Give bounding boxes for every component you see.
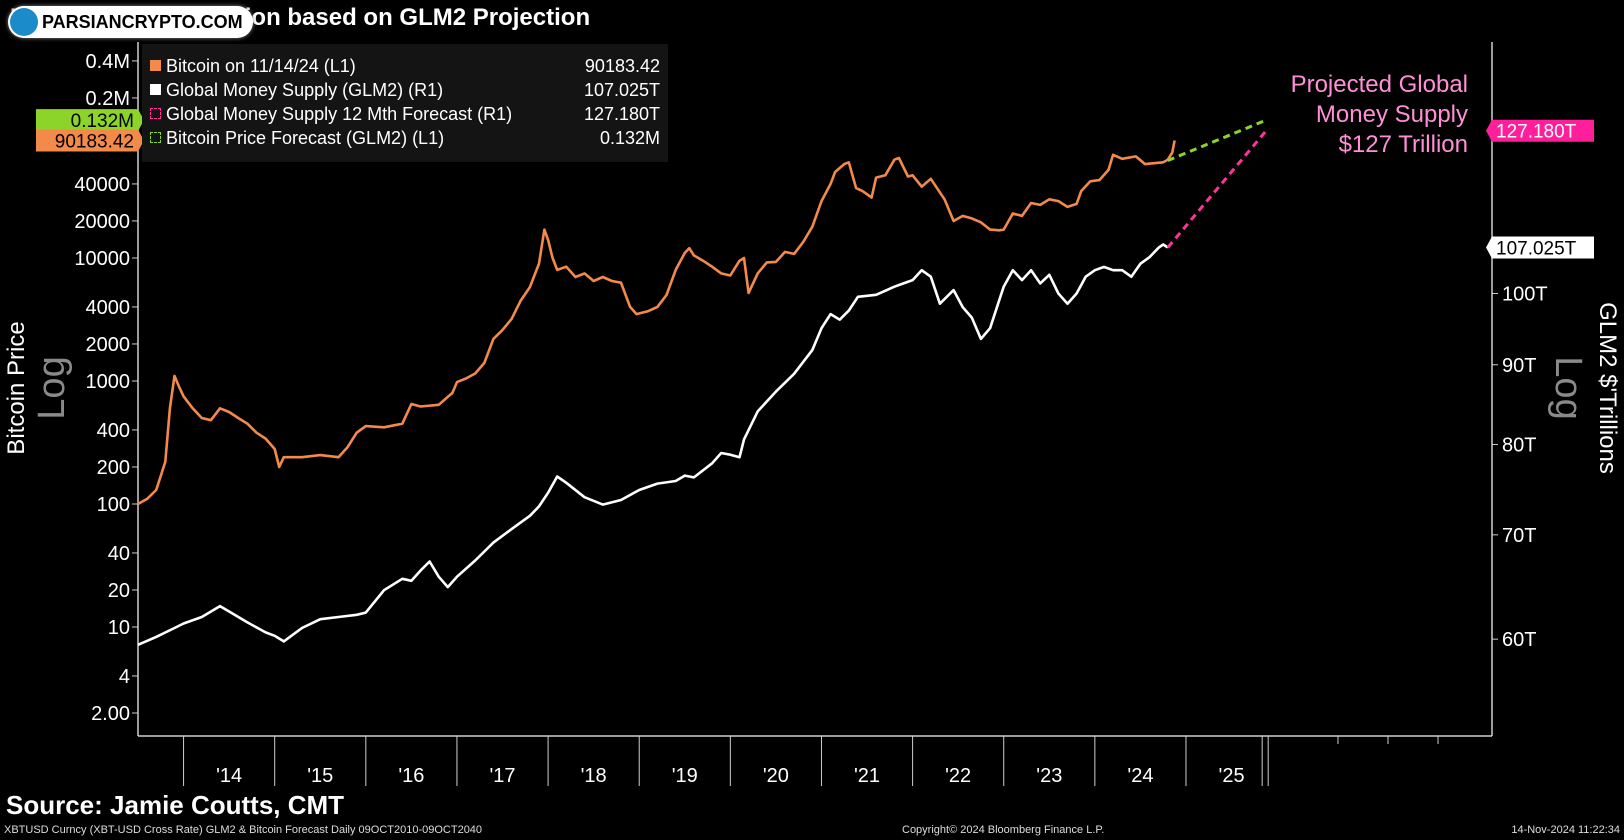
projection-annotation: Projected Global Money Supply $127 Trill… — [1291, 70, 1468, 160]
y-right-axis-title: GLM2 $'Trillions — [1594, 302, 1621, 474]
value-tag-label: 107.025T — [1496, 239, 1577, 260]
footer-timestamp: 14-Nov-2024 11:22:34 — [1511, 824, 1620, 836]
value-tag-bg — [1486, 119, 1594, 142]
y-left-scale-label: Log — [31, 356, 73, 419]
y-left-tick-label: 10000 — [74, 248, 130, 270]
logo-icon — [10, 8, 38, 36]
annotation-line: $127 Trillion — [1338, 131, 1468, 158]
legend-swatch-icon — [150, 60, 161, 71]
x-tick-label: '22 — [945, 765, 971, 787]
legend-label: Bitcoin on 11/14/24 (L1) — [166, 56, 356, 76]
y-right-tick-label: 60T — [1502, 629, 1536, 651]
legend: Bitcoin on 11/14/24 (L1) 90183.42 Global… — [142, 44, 668, 162]
value-tag-label: 90183.42 — [55, 131, 134, 152]
x-tick-label: '21 — [854, 765, 880, 787]
y-right-tick-label: 70T — [1502, 525, 1536, 547]
y-right-tick-label: 80T — [1502, 434, 1536, 456]
x-tick-label: '17 — [489, 765, 515, 787]
legend-swatch-icon — [150, 132, 161, 143]
glm2-forecast-line — [1166, 129, 1268, 249]
footer-copyright: Copyright© 2024 Bloomberg Finance L.P. — [902, 824, 1105, 836]
legend-value: 127.180T — [583, 104, 660, 124]
y-left-tick-label: 20000 — [74, 211, 130, 233]
value-tag: 107.025T — [1486, 236, 1594, 260]
y-left-tick-label: 2.00 — [91, 703, 130, 725]
value-tag-label: 127.180T — [1496, 122, 1577, 143]
x-tick-label: '16 — [398, 765, 424, 787]
x-tick-label: '19 — [672, 765, 698, 787]
y-left-tick-label: 0.4M — [86, 51, 130, 73]
axis-layer: '14 '15 '16 '17 '18 '19 '20 '21 '22 '23 '24 '25 2.00… — [3, 51, 1621, 787]
x-tick-label: '15 — [307, 765, 333, 787]
x-tick-label: '18 — [581, 765, 607, 787]
legend-value: 107.025T — [583, 80, 660, 100]
value-tag-bg — [36, 129, 144, 152]
footer-ticker: XBTUSD Curncy (XBT-USD Cross Rate) GLM2 … — [4, 824, 483, 836]
y-left-tick-label: 20 — [108, 580, 130, 602]
legend-swatch-icon — [150, 84, 161, 95]
x-tick-label: '14 — [216, 765, 242, 787]
plot-frame — [137, 42, 1493, 737]
x-tick-label: '25 — [1219, 765, 1245, 787]
legend-label: Global Money Supply (GLM2) (R1) — [166, 80, 444, 100]
y-right-tick-label: 100T — [1502, 283, 1548, 305]
source-credit: Source: Jamie Coutts, CMT — [6, 790, 345, 820]
legend-label: Bitcoin Price Forecast (GLM2) (L1) — [166, 128, 445, 148]
y-left-tick-label: 1000 — [86, 371, 131, 393]
watermark-text: PARSIANCRYPTO.COM — [42, 12, 243, 32]
glm2-line — [137, 243, 1169, 646]
y-right-tick-label: 90T — [1502, 355, 1536, 377]
value-tag-bg — [1486, 236, 1594, 259]
y-left-tick-label: 2000 — [86, 334, 131, 356]
y-left-tick-label: 200 — [97, 457, 130, 479]
x-tick-label: '23 — [1036, 765, 1062, 787]
bitcoin-line — [137, 140, 1176, 506]
legend-item-btc-forecast: Bitcoin Price Forecast (GLM2) (L1) 0.132… — [150, 128, 660, 152]
legend-item-bitcoin: Bitcoin on 11/14/24 (L1) 90183.42 — [150, 56, 660, 80]
y-left-tick-label: 100 — [97, 494, 130, 516]
y-left-tick-label: 40000 — [74, 174, 130, 196]
y-left-tick-label: 10 — [108, 617, 130, 639]
y-left-tick-label: 40 — [108, 543, 130, 565]
value-tag-label: 0.132M — [71, 111, 134, 132]
watermark-logo: PARSIANCRYPTO.COM — [8, 6, 253, 38]
y-left-tick-label: 4000 — [86, 297, 131, 319]
value-tag: 127.180T — [1486, 119, 1594, 143]
legend-label: Global Money Supply 12 Mth Forecast (R1) — [166, 104, 513, 124]
legend-value: 0.132M — [599, 128, 660, 148]
annotation-line: Projected Global — [1290, 71, 1468, 98]
legend-swatch-icon — [150, 108, 161, 119]
y-left-axis-title: Bitcoin Price — [3, 321, 30, 454]
legend-value: 90183.42 — [584, 56, 660, 76]
btc-forecast-line — [1167, 118, 1267, 162]
x-tick-label: '24 — [1127, 765, 1153, 787]
value-tag: 0.132M — [36, 109, 144, 132]
value-tag-bg — [36, 109, 144, 132]
y-left-tick-label: 400 — [97, 420, 130, 442]
y-right-scale-label: Log — [1547, 356, 1589, 419]
legend-item-glm2-forecast: Global Money Supply 12 Mth Forecast (R1)… — [150, 104, 660, 128]
y-left-tick-label: 4 — [119, 666, 130, 688]
legend-item-glm2: Global Money Supply (GLM2) (R1) 107.025T — [150, 80, 660, 104]
value-tag: 90183.42 — [36, 129, 144, 152]
y-left-tick-label: 0.2M — [86, 88, 130, 110]
x-tick-label: '20 — [763, 765, 789, 787]
annotation-line: Money Supply — [1315, 101, 1468, 128]
series-layer — [137, 118, 1268, 646]
